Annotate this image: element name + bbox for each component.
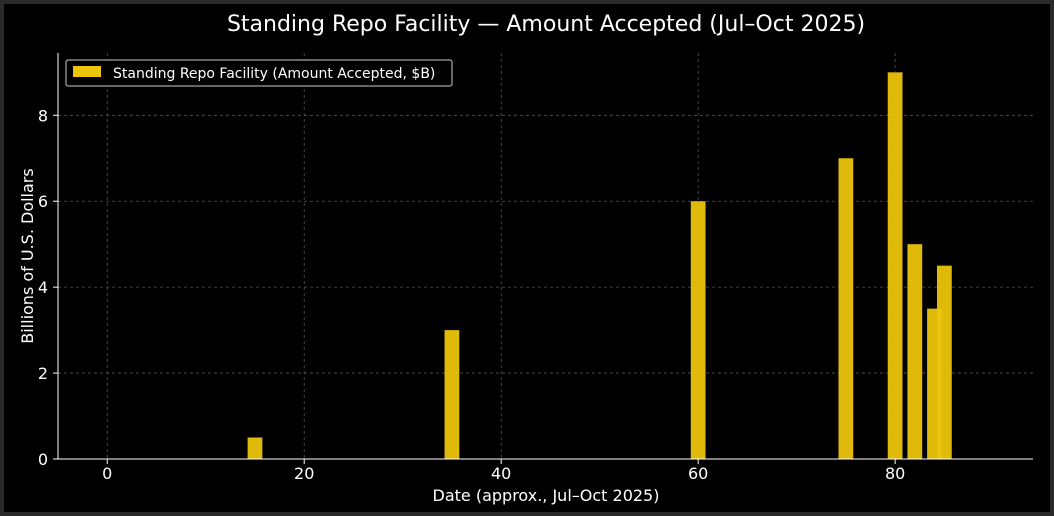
bar <box>887 72 903 459</box>
bar <box>444 330 460 459</box>
chart-title: Standing Repo Facility — Amount Accepted… <box>227 12 865 37</box>
y-tick-label: 4 <box>38 278 48 297</box>
axes <box>57 53 1033 460</box>
bar <box>907 244 923 459</box>
legend-swatch <box>73 66 101 77</box>
legend: Standing Repo Facility (Amount Accepted,… <box>65 59 453 87</box>
x-tick-label: 60 <box>688 464 708 483</box>
bar <box>247 437 263 459</box>
y-tick-label: 0 <box>38 450 48 469</box>
bar <box>838 158 854 459</box>
y-axis-label: Billions of U.S. Dollars <box>18 168 37 343</box>
y-tick-label: 2 <box>38 364 48 383</box>
x-tick-label: 40 <box>491 464 511 483</box>
x-tick-label: 20 <box>294 464 314 483</box>
bars <box>247 72 952 459</box>
x-tick-label: 0 <box>102 464 112 483</box>
x-axis-label: Date (approx., Jul–Oct 2025) <box>433 486 660 505</box>
y-tick-label: 6 <box>38 192 48 211</box>
grid <box>58 53 1033 460</box>
y-tick-label: 8 <box>38 106 48 125</box>
ticks: 0 20 40 60 80 0 2 4 6 8 <box>38 106 905 483</box>
figure <box>4 4 1050 512</box>
bar <box>936 265 952 459</box>
legend-box <box>65 59 453 87</box>
x-tick-label: 80 <box>885 464 905 483</box>
legend-label: Standing Repo Facility (Amount Accepted,… <box>113 66 435 82</box>
bar <box>690 201 706 459</box>
